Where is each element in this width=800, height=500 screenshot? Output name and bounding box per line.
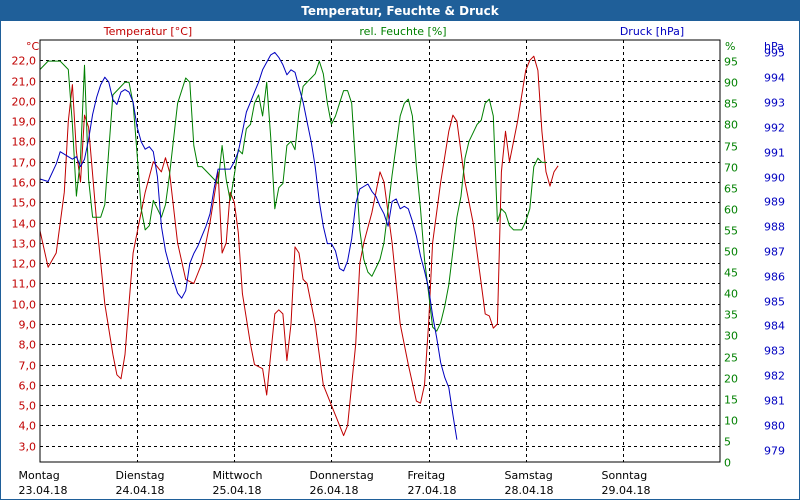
pressure-tick-label: 979 [764,445,785,458]
pressure-tick-label: 980 [764,420,785,433]
day-label: Samstag [505,469,553,482]
humidity-tick-label: 30 [724,330,738,343]
temperature-tick-label: 3,0 [19,441,37,454]
pressure-unit-label: hPa [764,40,784,53]
temperature-line [39,55,559,437]
humidity-tick-label: 95 [724,56,738,69]
day-label: Mittwoch [213,469,263,482]
humidity-tick-label: 45 [724,267,738,280]
date-label: 27.04.18 [408,484,457,497]
temperature-tick-label: 10,0 [12,299,37,312]
humidity-tick-label: 5 [724,436,731,449]
temperature-tick-label: 6,0 [19,380,37,393]
pressure-tick-label: 994 [764,72,785,85]
temperature-tick-label: 11,0 [12,278,37,291]
humidity-axis-label: rel. Feuchte [%] [359,25,446,38]
humidity-tick-label: 50 [724,246,738,259]
pressure-tick-label: 993 [764,97,785,110]
day-label: Dienstag [116,469,165,482]
humidity-tick-label: 35 [724,309,738,322]
temperature-tick-label: 15,0 [12,197,37,210]
humidity-tick-label: 75 [724,141,738,154]
pressure-tick-label: 983 [764,345,785,358]
pressure-tick-label: 992 [764,122,785,135]
pressure-tick-label: 988 [764,221,785,234]
pressure-line [39,51,458,440]
temperature-axis-label: Temperatur [°C] [103,25,192,38]
date-label: 23.04.18 [19,484,68,497]
date-label: 26.04.18 [310,484,359,497]
grid [40,40,720,462]
humidity-tick-label: 15 [724,394,738,407]
temperature-tick-label: 8,0 [19,339,37,352]
date-label: 24.04.18 [116,484,165,497]
temperature-tick-label: 4,0 [19,420,37,433]
day-label: Freitag [408,469,446,482]
temperature-tick-label: 19,0 [12,116,37,129]
temperature-tick-label: 20,0 [12,96,37,109]
pressure-axis-label: Druck [hPa] [620,25,684,38]
pressure-tick-label: 985 [764,296,785,309]
temperature-tick-label: 22,0 [12,55,37,68]
day-label: Donnerstag [310,469,374,482]
temperature-tick-label: 9,0 [19,319,37,332]
day-label: Sonntag [602,469,648,482]
humidity-tick-label: 0 [724,457,731,470]
temperature-unit-label: °C [26,40,40,53]
series-lines [39,51,559,440]
pressure-tick-label: 981 [764,395,785,408]
date-label: 25.04.18 [213,484,262,497]
humidity-tick-label: 85 [724,98,738,111]
pressure-tick-label: 995 [764,47,785,60]
temperature-tick-label: 14,0 [12,218,37,231]
pressure-tick-label: 991 [764,147,785,160]
pressure-tick-label: 984 [764,320,785,333]
humidity-line [39,60,546,332]
pressure-tick-label: 986 [764,271,785,284]
temperature-tick-label: 13,0 [12,238,37,251]
pressure-tick-label: 989 [764,196,785,209]
humidity-tick-label: 80 [724,119,738,132]
humidity-tick-label: 65 [724,183,738,196]
tick-labels: 3,0 4,0 5,0 6,0 7,0 8,0 9,0 10,0 11,0 12,0 13,0 14,… [12,47,786,498]
humidity-tick-label: 60 [724,204,738,217]
temperature-tick-label: 7,0 [19,360,37,373]
plot-frame [39,39,721,463]
temperature-tick-label: 5,0 [19,400,37,413]
chart-title: Temperatur, Feuchte & Druck [1,1,799,21]
humidity-tick-label: 55 [724,225,738,238]
date-label: 29.04.18 [602,484,651,497]
temperature-tick-label: 21,0 [12,76,37,89]
temperature-tick-label: 12,0 [12,258,37,271]
temperature-tick-label: 17,0 [12,157,37,170]
humidity-tick-label: 90 [724,77,738,90]
date-label: 28.04.18 [505,484,554,497]
humidity-tick-label: 25 [724,352,738,365]
temperature-tick-label: 18,0 [12,136,37,149]
humidity-tick-label: 40 [724,288,738,301]
temperature-tick-label: 16,0 [12,177,37,190]
day-label: Montag [19,469,60,482]
pressure-tick-label: 987 [764,246,785,259]
humidity-unit-label: % [725,40,735,53]
humidity-tick-label: 20 [724,373,738,386]
humidity-tick-label: 10 [724,415,738,428]
pressure-tick-label: 982 [764,370,785,383]
humidity-tick-label: 70 [724,162,738,175]
pressure-tick-label: 990 [764,172,785,185]
